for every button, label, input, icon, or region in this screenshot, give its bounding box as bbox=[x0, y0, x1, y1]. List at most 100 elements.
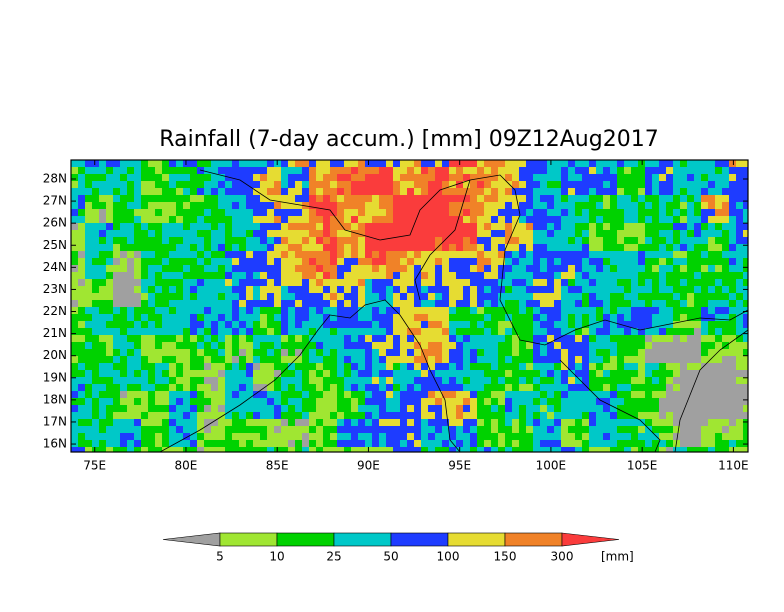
rain-cell bbox=[85, 314, 92, 321]
rain-cell bbox=[554, 272, 561, 279]
rain-cell bbox=[246, 370, 253, 377]
rain-cell bbox=[715, 398, 722, 405]
rain-cell bbox=[155, 195, 162, 202]
rain-cell bbox=[715, 370, 722, 377]
rain-cell bbox=[71, 426, 78, 433]
rain-cell bbox=[169, 412, 176, 419]
rain-cell bbox=[603, 356, 610, 363]
rain-cell bbox=[141, 209, 148, 216]
rain-cell bbox=[498, 391, 505, 398]
rain-cell bbox=[673, 377, 680, 384]
rain-cell bbox=[106, 356, 113, 363]
rain-cell bbox=[505, 272, 512, 279]
rain-cell bbox=[743, 433, 748, 440]
rain-cell bbox=[736, 419, 743, 426]
rain-cell bbox=[666, 293, 673, 300]
rain-cell bbox=[337, 300, 344, 307]
rain-cell bbox=[421, 223, 428, 230]
rain-cell bbox=[71, 230, 78, 237]
rain-cell bbox=[127, 440, 134, 447]
rain-cell bbox=[603, 370, 610, 377]
rain-cell bbox=[722, 300, 729, 307]
rain-cell bbox=[638, 202, 645, 209]
rain-cell bbox=[526, 237, 533, 244]
rain-cell bbox=[106, 293, 113, 300]
rain-cell bbox=[631, 265, 638, 272]
rain-cell bbox=[134, 251, 141, 258]
rain-cell bbox=[211, 440, 218, 447]
rain-cell bbox=[442, 188, 449, 195]
rain-cell bbox=[225, 300, 232, 307]
rain-cell bbox=[169, 356, 176, 363]
rain-cell bbox=[477, 398, 484, 405]
rain-cell bbox=[631, 272, 638, 279]
rain-cell bbox=[568, 272, 575, 279]
rain-cell bbox=[148, 216, 155, 223]
rain-cell bbox=[526, 377, 533, 384]
rain-cell bbox=[288, 447, 295, 452]
rain-cell bbox=[484, 293, 491, 300]
colorbar-label: 100 bbox=[437, 550, 460, 564]
rain-cell bbox=[666, 440, 673, 447]
rain-cell bbox=[379, 223, 386, 230]
rain-cell bbox=[106, 335, 113, 342]
rain-cell bbox=[463, 174, 470, 181]
rain-cell bbox=[232, 251, 239, 258]
rain-cell bbox=[414, 237, 421, 244]
rain-cell bbox=[351, 216, 358, 223]
rain-cell bbox=[218, 272, 225, 279]
rain-cell bbox=[547, 195, 554, 202]
rain-cell bbox=[71, 433, 78, 440]
rain-cell bbox=[400, 230, 407, 237]
border bbox=[414, 179, 749, 346]
rain-cell bbox=[225, 272, 232, 279]
colorbar-box bbox=[219, 532, 278, 547]
rain-cell bbox=[71, 356, 78, 363]
rain-cell bbox=[561, 300, 568, 307]
rain-cell bbox=[652, 265, 659, 272]
rain-cell bbox=[330, 314, 337, 321]
rain-cell bbox=[428, 216, 435, 223]
coastlines bbox=[159, 169, 749, 453]
rain-cell bbox=[197, 258, 204, 265]
rain-cell bbox=[267, 174, 274, 181]
rain-cell bbox=[729, 258, 736, 265]
rain-cell bbox=[162, 265, 169, 272]
rain-cell bbox=[526, 307, 533, 314]
rain-cell bbox=[701, 363, 708, 370]
rain-cell bbox=[148, 426, 155, 433]
rain-cell bbox=[92, 251, 99, 258]
rain-cell bbox=[92, 377, 99, 384]
rain-cell bbox=[225, 279, 232, 286]
rain-cell bbox=[491, 335, 498, 342]
rain-cell bbox=[190, 272, 197, 279]
rain-cell bbox=[554, 384, 561, 391]
rain-cell bbox=[484, 209, 491, 216]
rain-cell bbox=[673, 335, 680, 342]
rain-cell bbox=[603, 447, 610, 452]
rain-cell bbox=[596, 195, 603, 202]
rain-cell bbox=[435, 440, 442, 447]
rain-cell bbox=[519, 349, 526, 356]
rain-cell bbox=[407, 370, 414, 377]
rain-cell bbox=[330, 160, 337, 167]
rain-cell bbox=[323, 342, 330, 349]
rain-cell bbox=[127, 321, 134, 328]
rain-cell bbox=[99, 279, 106, 286]
rain-cell bbox=[680, 174, 687, 181]
rain-cell bbox=[351, 244, 358, 251]
rain-cell bbox=[267, 300, 274, 307]
rain-cell bbox=[498, 398, 505, 405]
rain-cell bbox=[666, 244, 673, 251]
rain-cell bbox=[575, 251, 582, 258]
rain-cell bbox=[85, 405, 92, 412]
rain-cell bbox=[225, 293, 232, 300]
rain-cell bbox=[491, 363, 498, 370]
rain-cell bbox=[365, 202, 372, 209]
rain-cell bbox=[134, 174, 141, 181]
rain-cell bbox=[407, 412, 414, 419]
rain-cell bbox=[638, 377, 645, 384]
rain-cell bbox=[204, 300, 211, 307]
rain-cell bbox=[680, 293, 687, 300]
rain-cell bbox=[365, 272, 372, 279]
